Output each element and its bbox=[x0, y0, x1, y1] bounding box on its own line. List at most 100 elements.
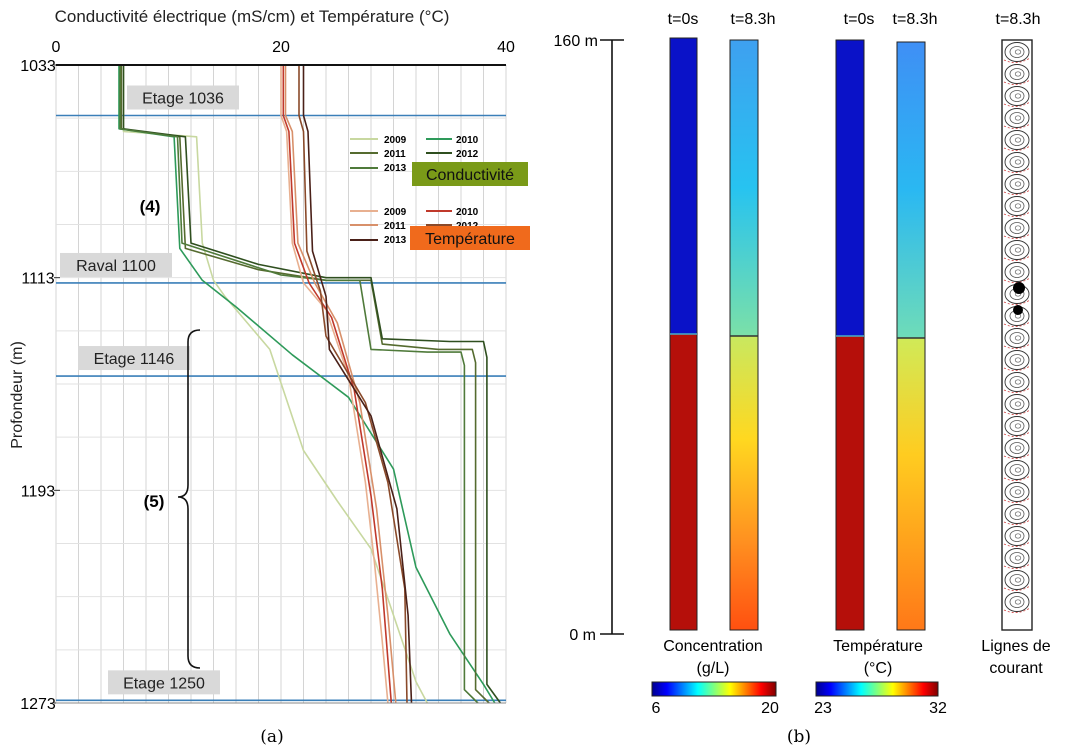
streamline-dashed bbox=[1003, 431, 1031, 437]
streamline-cell-outer bbox=[1004, 130, 1030, 150]
level-label-box bbox=[127, 85, 239, 110]
label-temperature-line2: (°C) bbox=[864, 660, 893, 677]
streamline-cell-core bbox=[1014, 181, 1022, 187]
streamline-dashed bbox=[1003, 123, 1031, 129]
streamline-cell-outer bbox=[1004, 64, 1030, 84]
legend-label-cond-2013: 2013 bbox=[384, 163, 407, 174]
label-concentration-line1: Concentration bbox=[663, 638, 763, 655]
colorbar-concentration: 6 20 bbox=[651, 681, 779, 717]
legend-title-conductivity: Conductivité bbox=[426, 167, 514, 184]
brace-zone-5 bbox=[177, 329, 201, 669]
label-temperature-line1: Température bbox=[833, 638, 923, 655]
streamline-dashed bbox=[1003, 167, 1031, 173]
streamline-cell-inner bbox=[1009, 508, 1025, 520]
streamline-dashed bbox=[1003, 255, 1031, 261]
colorbar-concentration-max: 20 bbox=[761, 700, 779, 717]
streamline-cell-outer bbox=[1004, 350, 1030, 370]
streamline-cell-outer bbox=[1004, 438, 1030, 458]
annotation-zone-5: (5) bbox=[144, 492, 165, 511]
streamline-dark-core bbox=[1013, 305, 1023, 315]
streamline-cell-inner bbox=[1009, 464, 1025, 476]
legend-label-temp-2011: 2011 bbox=[384, 221, 406, 232]
series-line-cond-2009 bbox=[122, 65, 429, 704]
streamline-dashed bbox=[1003, 145, 1031, 151]
streamline-cell-inner bbox=[1009, 376, 1025, 388]
level-label: Etage 1250 bbox=[123, 675, 205, 692]
level-label: Etage 1146 bbox=[94, 351, 175, 368]
legend-badge-temperature bbox=[410, 226, 530, 250]
streamline-dashed bbox=[1003, 541, 1031, 547]
panel-a-title: Conductivité électrique (mS/cm) et Tempé… bbox=[55, 7, 450, 26]
time-label-conc-t0: t=0s bbox=[668, 11, 699, 28]
legend-label-cond-2011: 2011 bbox=[384, 149, 406, 160]
streamline-cell-outer bbox=[1004, 240, 1030, 260]
streamline-cell-inner bbox=[1009, 486, 1025, 498]
streamline-dashed bbox=[1003, 343, 1031, 349]
colorbar-temperature-min: 23 bbox=[814, 700, 832, 717]
streamline-cell-inner bbox=[1009, 112, 1025, 124]
streamline-cell-outer bbox=[1004, 262, 1030, 282]
streamline-cell-inner bbox=[1009, 156, 1025, 168]
level-label-box bbox=[108, 670, 220, 695]
streamline-cell-core bbox=[1014, 599, 1022, 605]
y-tick-label: 1273 bbox=[20, 696, 56, 713]
legend-label-cond-2010: 2010 bbox=[456, 135, 479, 146]
streamline-cell-inner bbox=[1009, 90, 1025, 102]
label-concentration-line2: (g/L) bbox=[697, 660, 730, 677]
streamline-cell-outer bbox=[1004, 548, 1030, 568]
streamline-dashed bbox=[1003, 101, 1031, 107]
column-concentration-t83 bbox=[729, 39, 759, 631]
streamline-dashed bbox=[1003, 387, 1031, 393]
streamline-dashed bbox=[1003, 57, 1031, 63]
streamline-dashed bbox=[1003, 299, 1031, 305]
streamline-dashed bbox=[1003, 497, 1031, 503]
streamline-cell-outer bbox=[1004, 504, 1030, 524]
streamline-dashed bbox=[1003, 409, 1031, 415]
streamline-cell-inner bbox=[1009, 200, 1025, 212]
legend-badge-conductivity bbox=[412, 162, 528, 186]
legend-conductivity: 2009 2010 2011 2012 2013 Conductivité bbox=[350, 135, 528, 186]
panel-a: Conductivité électrique (mS/cm) et Tempé… bbox=[9, 7, 530, 747]
streamline-cell-core bbox=[1014, 577, 1022, 583]
streamline-dashed bbox=[1003, 585, 1031, 591]
streamline-cell-outer bbox=[1004, 196, 1030, 216]
streamline-cell-core bbox=[1014, 269, 1022, 275]
y-tick-label: 1113 bbox=[21, 271, 54, 288]
streamline-cell-inner bbox=[1009, 68, 1025, 80]
panel-a-grid bbox=[55, 64, 507, 704]
colorbar-temperature-max: 32 bbox=[929, 700, 947, 717]
streamline-cell-inner bbox=[1009, 574, 1025, 586]
streamline-cell-inner bbox=[1009, 244, 1025, 256]
streamline-cell-outer bbox=[1004, 570, 1030, 590]
streamline-cell-core bbox=[1014, 379, 1022, 385]
streamline-cell-core bbox=[1014, 115, 1022, 121]
streamline-cell-outer bbox=[1004, 86, 1030, 106]
streamline-dashed bbox=[1003, 211, 1031, 217]
level-label: Raval 1100 bbox=[76, 258, 156, 275]
time-label-temp-t83: t=8.3h bbox=[893, 11, 938, 28]
streamline-cell-inner bbox=[1009, 222, 1025, 234]
series-line-temp-2010 bbox=[282, 65, 393, 704]
streamline-cell-outer bbox=[1004, 152, 1030, 172]
streamline-dashed bbox=[1003, 519, 1031, 525]
streamline-cell-inner bbox=[1009, 442, 1025, 454]
streamline-cell-outer bbox=[1004, 328, 1030, 348]
streamline-dashed bbox=[1003, 79, 1031, 85]
streamline-cell-core bbox=[1014, 203, 1022, 209]
streamline-dashed bbox=[1003, 563, 1031, 569]
legend-label-temp-2013: 2013 bbox=[384, 235, 407, 246]
depth-label-top: 160 m bbox=[554, 33, 598, 50]
x-tick-label: 0 bbox=[52, 39, 61, 56]
panel-a-caption: (a) bbox=[260, 727, 283, 747]
depth-label-bottom: 0 m bbox=[569, 627, 596, 644]
x-tick-label: 20 bbox=[272, 39, 290, 56]
streamline-cell-core bbox=[1014, 423, 1022, 429]
streamline-cell-outer bbox=[1004, 416, 1030, 436]
streamline-cells bbox=[1003, 42, 1031, 613]
level-lines: Etage 1036 Raval 1100 Etage 1146 Etage 1250 bbox=[56, 85, 506, 702]
streamline-dashed bbox=[1003, 321, 1031, 327]
streamline-cell-core bbox=[1014, 247, 1022, 253]
label-streamlines-line1: Lignes de bbox=[981, 638, 1050, 655]
y-tick-labels: 1033 1113 1193 1273 bbox=[20, 58, 60, 713]
